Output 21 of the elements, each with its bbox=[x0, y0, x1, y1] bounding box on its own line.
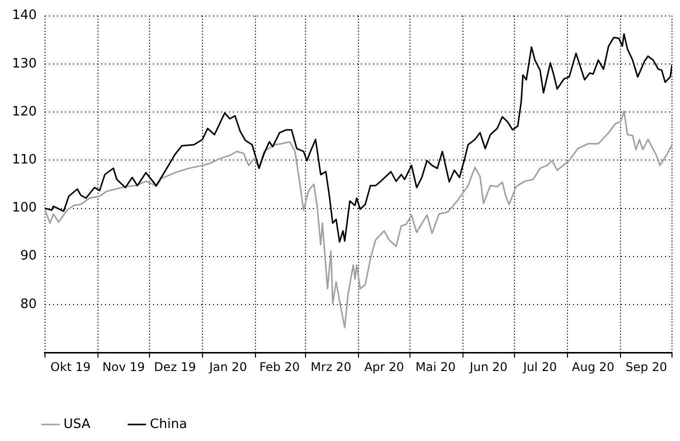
y-tick-label: 80 bbox=[20, 296, 37, 312]
x-tick-label: Dez 19 bbox=[154, 360, 196, 374]
x-tick-label: Mai 20 bbox=[415, 360, 456, 374]
y-tick-label: 130 bbox=[12, 56, 37, 72]
x-tick-label: Okt 19 bbox=[50, 360, 91, 374]
x-tick-label: Apr 20 bbox=[364, 360, 404, 374]
x-tick-label: Aug 20 bbox=[572, 360, 614, 374]
x-tick-label: Feb 20 bbox=[259, 360, 300, 374]
y-tick-label: 110 bbox=[12, 152, 37, 168]
y-tick-label: 90 bbox=[20, 248, 37, 264]
legend-label: China bbox=[150, 416, 188, 432]
y-tick-label: 100 bbox=[12, 200, 37, 216]
x-tick-label: Jul 20 bbox=[522, 360, 557, 374]
y-tick-label: 140 bbox=[12, 8, 37, 24]
legend-label: USA bbox=[64, 416, 91, 432]
x-tick-label: Nov 19 bbox=[102, 360, 145, 374]
x-tick-label: Mrz 20 bbox=[310, 360, 352, 374]
x-tick-label: Jan 20 bbox=[208, 360, 247, 374]
x-tick-label: Sep 20 bbox=[625, 360, 668, 374]
x-tick-label: Jun 20 bbox=[468, 360, 508, 374]
y-tick-label: 120 bbox=[12, 104, 37, 120]
